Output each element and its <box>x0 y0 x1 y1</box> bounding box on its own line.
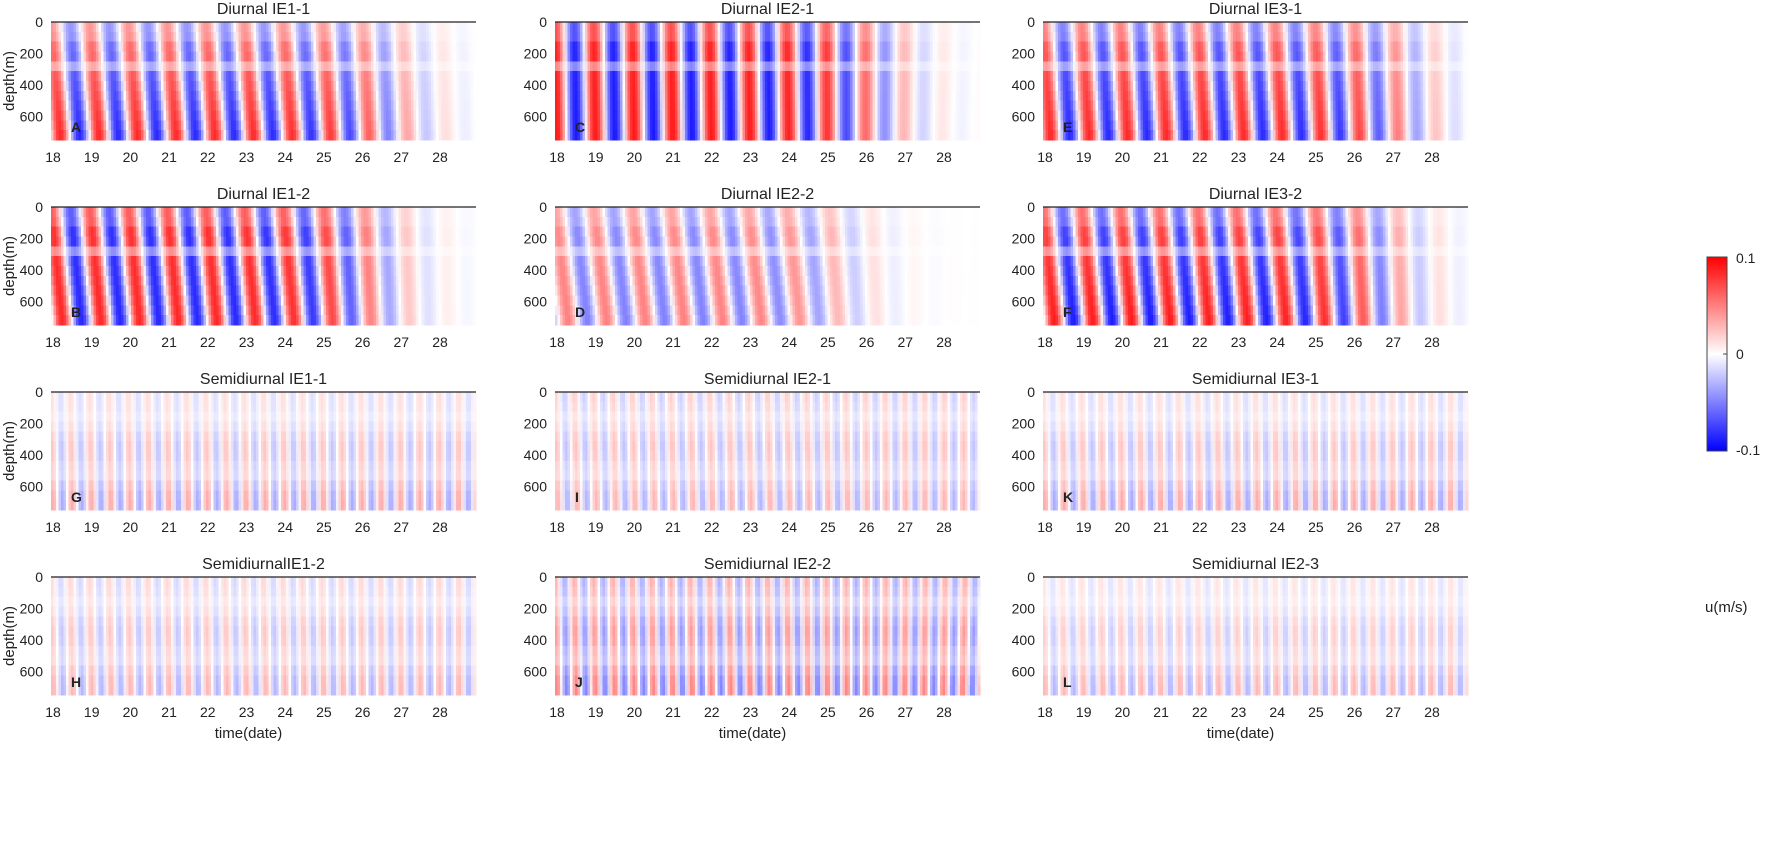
heatmap-cell <box>474 32 477 42</box>
panel-label: A <box>71 119 81 135</box>
x-tick-label: 27 <box>394 149 410 165</box>
heatmap-cell <box>474 101 477 111</box>
heatmap-cell <box>474 71 477 81</box>
figure-canvas: Diurnal IE1-1 A 0 200 400 600 18 19 20 21 22 23 24 25… <box>0 0 1772 845</box>
panel-a: Diurnal IE1-1 A 0 200 400 600 18 19 20 21 22 23 24 25… <box>1 1 477 165</box>
heatmap-cell <box>474 52 477 62</box>
heatmap-cell <box>474 91 477 101</box>
heatmap-cells <box>51 22 477 141</box>
x-tick-label: 25 <box>316 149 332 165</box>
heatmap-cell <box>474 81 477 91</box>
x-tick-label: 22 <box>200 149 216 165</box>
heatmap-cell <box>474 130 477 140</box>
x-tick-label: 20 <box>123 149 139 165</box>
panel-title: Diurnal IE1-1 <box>217 1 310 18</box>
x-tick-label: 28 <box>432 149 448 165</box>
heatmap-cell <box>474 120 477 130</box>
y-tick-label: 600 <box>20 108 44 124</box>
heatmap-cell <box>474 42 477 52</box>
x-tick-label: 23 <box>239 149 255 165</box>
heatmap-cell <box>474 111 477 121</box>
heatmap-cells <box>555 22 981 141</box>
y-tick-label: 0 <box>35 14 43 30</box>
panels-group: Diurnal IE1-1 A 0 200 400 600 18 19 20 21 22 23 24 25… <box>1 1 1469 742</box>
x-tick-label: 21 <box>161 149 177 165</box>
x-tick-label: 26 <box>355 149 371 165</box>
x-tick-label: 18 <box>45 149 61 165</box>
y-tick-label: 200 <box>20 45 44 61</box>
heatmap-cell <box>474 61 477 71</box>
y-tick-label: 400 <box>20 77 44 93</box>
heatmap-cell <box>474 22 477 32</box>
x-tick-label: 24 <box>277 149 293 165</box>
x-tick-label: 19 <box>84 149 100 165</box>
y-axis-label: depth(m) <box>1 51 18 111</box>
